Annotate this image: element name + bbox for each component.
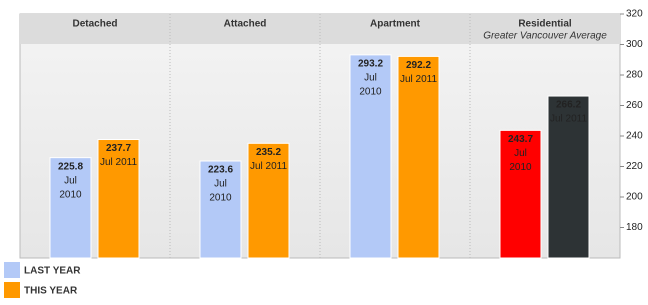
value-label: 292.2 [406, 60, 431, 71]
period-label: Jul [364, 73, 377, 84]
legend-label: LAST YEAR [24, 266, 81, 277]
y-tick-label: 180 [626, 222, 643, 233]
y-tick-label: 220 [626, 161, 643, 172]
bar [499, 129, 542, 259]
period-label: Jul 2011 [550, 114, 588, 125]
period-label: Jul 2011 [100, 157, 138, 168]
category-label: Attached [224, 19, 267, 30]
y-tick-label: 260 [626, 100, 643, 111]
period-label: 2010 [509, 162, 532, 173]
category-subtitle: Greater Vancouver Average [483, 31, 607, 42]
legend-swatch [4, 282, 20, 298]
value-label: 223.6 [208, 165, 233, 176]
bar [349, 54, 392, 259]
period-label: Jul [514, 148, 527, 159]
period-label: Jul [214, 179, 227, 190]
period-label: Jul [64, 175, 77, 186]
bar [199, 160, 242, 259]
category-label: Apartment [370, 19, 421, 30]
period-label: Jul 2011 [400, 74, 438, 85]
value-label: 235.2 [256, 147, 281, 158]
period-label: 2010 [359, 87, 382, 98]
value-label: 237.7 [106, 143, 131, 154]
period-label: 2010 [209, 193, 232, 204]
category-label: Residential [518, 19, 572, 30]
y-tick-label: 280 [626, 70, 643, 81]
legend-label: THIS YEAR [24, 286, 78, 297]
y-tick-label: 300 [626, 39, 643, 50]
bar [49, 157, 92, 259]
category-label: Detached [72, 19, 117, 30]
value-label: 293.2 [358, 59, 383, 70]
y-tick-label: 240 [626, 131, 643, 142]
y-tick-label: 200 [626, 192, 643, 203]
bar [397, 55, 440, 259]
y-tick-label: 320 [626, 9, 643, 20]
legend-swatch [4, 262, 20, 278]
value-label: 225.8 [58, 161, 83, 172]
bar [547, 95, 590, 259]
value-label: 266.2 [556, 100, 581, 111]
period-label: 2010 [59, 189, 82, 200]
bar [247, 142, 290, 259]
bar [97, 139, 140, 259]
value-label: 243.7 [508, 134, 533, 145]
period-label: Jul 2011 [250, 161, 288, 172]
